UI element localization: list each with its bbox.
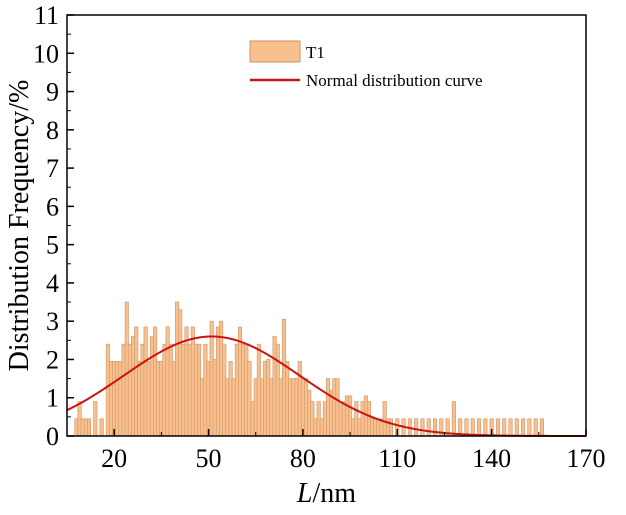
x-tick-label: 80 (290, 444, 316, 473)
histogram-bar (451, 401, 456, 437)
histogram-bar (521, 418, 526, 437)
histogram-bar (483, 418, 488, 437)
y-tick-label: 3 (46, 307, 59, 336)
histogram-bar (99, 418, 104, 437)
x-axis-label-unit: /nm (313, 478, 357, 509)
histogram-bar (420, 418, 425, 437)
histogram-bar (414, 418, 419, 437)
bars-layer (74, 301, 544, 437)
y-tick-label: 4 (46, 269, 59, 298)
x-axis-label-variable: L (296, 478, 313, 509)
ticks-layer: 0 1 2 3 4 5 6 7 8 9 10 11 20 50 80 110 140 170 (33, 1, 606, 473)
x-axis-label: L/nm (296, 478, 356, 509)
y-tick-label: 6 (46, 192, 59, 221)
x-tick-label: 140 (472, 444, 511, 473)
y-tick-label: 0 (46, 422, 59, 451)
y-tick-label: 2 (46, 345, 59, 374)
x-tick-label: 50 (196, 444, 222, 473)
y-axis-label: Distribution Frequency/% (4, 80, 35, 372)
y-tick-label: 11 (34, 1, 59, 30)
histogram-bar (426, 418, 431, 437)
histogram-bar (432, 418, 438, 437)
legend-swatch-bar (249, 40, 301, 63)
histogram-bar (502, 418, 507, 437)
x-tick-label: 110 (378, 444, 416, 473)
x-tick-label: 20 (101, 444, 127, 473)
x-tick-label: 170 (567, 444, 606, 473)
histogram-bar (508, 418, 513, 437)
histogram-bar (527, 418, 532, 437)
histogram-bar (533, 418, 538, 437)
histogram-bar (495, 418, 500, 437)
histogram-bar (477, 418, 482, 437)
y-tick-label: 10 (33, 39, 59, 68)
histogram-bar (388, 418, 394, 437)
histogram-bar (539, 418, 544, 437)
y-tick-label: 8 (46, 116, 59, 145)
y-tick-label: 5 (46, 231, 59, 260)
y-tick-label: 7 (46, 154, 59, 183)
y-tick-label: 1 (46, 384, 59, 413)
legend-label-curve: Normal distribution curve (306, 71, 483, 90)
legend-label-bar: T1 (306, 43, 325, 62)
histogram-bar (514, 418, 519, 437)
histogram-bar (86, 418, 92, 437)
legend: T1 Normal distribution curve (249, 40, 483, 90)
histogram-bar (93, 401, 98, 437)
histogram-bar (470, 418, 475, 437)
y-tick-label: 9 (46, 78, 59, 107)
